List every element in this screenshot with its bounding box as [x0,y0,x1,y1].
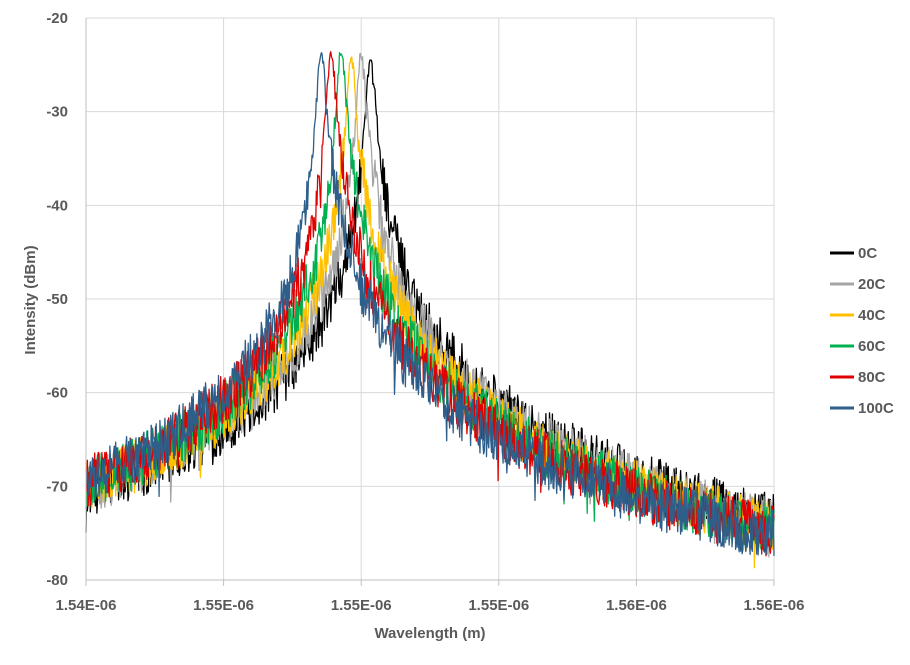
y-tick-label: -80 [46,572,68,589]
x-tick-label: 1.55E-06 [193,597,254,614]
legend: 0C 20C 40C 60C 80C 100C [830,245,894,417]
x-tick-label: 1.54E-06 [56,597,117,614]
y-axis-title: Intensity (dBm) [22,245,39,354]
x-tick-label: 1.55E-06 [468,597,529,614]
y-tick-label: -20 [46,10,68,27]
legend-label-0c: 0C [858,245,877,262]
x-tick-label: 1.56E-06 [744,597,805,614]
legend-label-60c: 60C [858,338,886,355]
y-tick-label: -60 [46,385,68,402]
y-tick-label: -70 [46,478,68,495]
x-tick-label: 1.56E-06 [606,597,667,614]
series-line-100c [85,52,775,556]
y-tick-label: -40 [46,197,68,214]
y-tick-label: -50 [46,291,68,308]
y-tick-label: -30 [46,104,68,121]
legend-label-100c: 100C [858,400,894,417]
legend-label-40c: 40C [858,307,886,324]
legend-label-20c: 20C [858,276,886,293]
legend-label-80c: 80C [858,369,886,386]
x-tick-label: 1.55E-06 [331,597,392,614]
x-axis-title: Wavelength (m) [374,625,485,642]
